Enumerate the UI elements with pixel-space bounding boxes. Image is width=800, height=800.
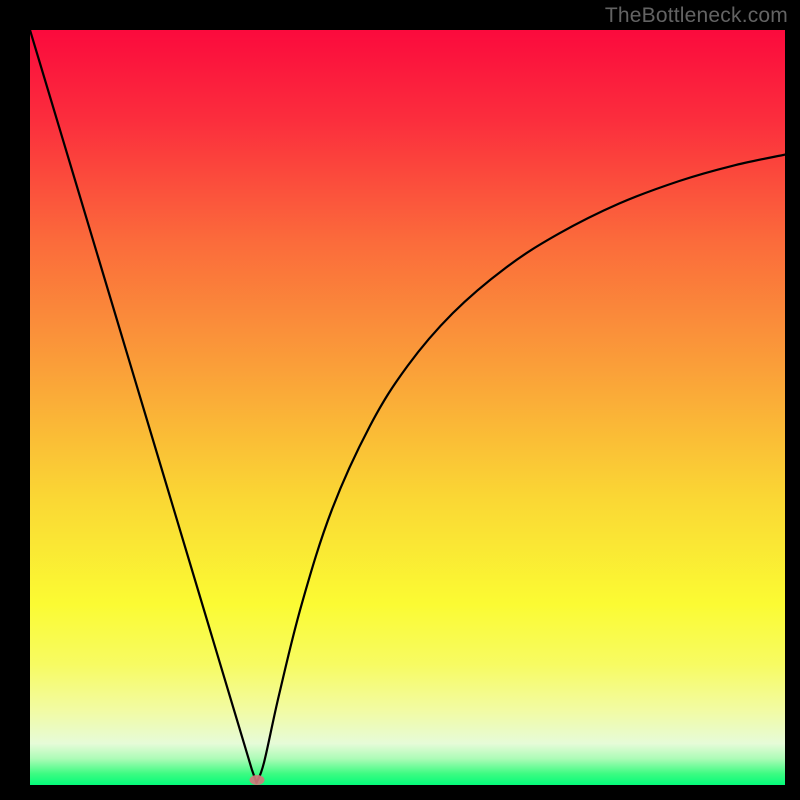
dip-marker: [249, 775, 264, 785]
bottleneck-curve: [30, 30, 785, 785]
chart-container: TheBottleneck.com: [0, 0, 800, 800]
plot-area: [30, 30, 785, 785]
curve-path: [30, 30, 785, 783]
watermark-text: TheBottleneck.com: [605, 4, 788, 28]
